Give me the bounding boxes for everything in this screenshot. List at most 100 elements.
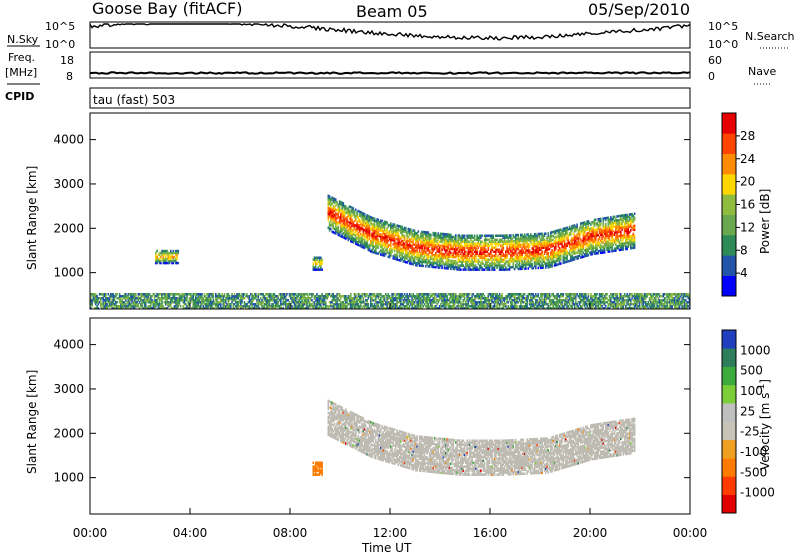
- power-cell: [501, 260, 503, 263]
- power-cell: [267, 301, 270, 304]
- power-cell: [317, 297, 320, 300]
- power-cell: [361, 219, 363, 223]
- power-cell: [178, 295, 181, 298]
- power-cell: [320, 266, 322, 269]
- power-cell: [470, 254, 472, 257]
- power-cell: [528, 245, 531, 248]
- power-cell: [97, 303, 100, 306]
- power-cell: [572, 250, 575, 253]
- power-cell: [490, 234, 492, 237]
- power-cell: [377, 230, 380, 234]
- power-cell: [348, 301, 351, 304]
- power-cell: [576, 245, 578, 248]
- power-cell: [311, 299, 313, 302]
- power-cell: [177, 251, 180, 255]
- power-cell: [105, 297, 107, 300]
- power-cell: [336, 228, 338, 232]
- power-cell: [407, 229, 410, 233]
- power-cell: [581, 249, 583, 253]
- power-cell: [123, 295, 126, 298]
- power-cell: [380, 233, 382, 236]
- power-cell: [343, 232, 346, 236]
- power-cell: [417, 260, 420, 263]
- power-cell: [550, 257, 552, 260]
- power-cell: [241, 299, 243, 302]
- power-cell: [437, 232, 440, 235]
- power-cell: [621, 248, 623, 251]
- power-cell: [236, 303, 238, 306]
- power-cell: [380, 245, 382, 248]
- power-cell: [351, 301, 353, 304]
- power-cell: [588, 237, 591, 241]
- power-cell: [506, 254, 508, 257]
- power-cell: [208, 295, 211, 298]
- power-cell: [463, 252, 466, 255]
- power-cell: [625, 237, 627, 241]
- power-cell: [592, 232, 595, 236]
- power-cell: [535, 258, 537, 262]
- power-cell: [560, 258, 562, 261]
- nsky-panel: [89, 21, 691, 49]
- power-cell: [396, 256, 398, 259]
- power-cell: [351, 230, 353, 233]
- power-cell: [113, 295, 116, 298]
- power-cell: [507, 240, 510, 243]
- power-cell: [561, 240, 563, 243]
- power-cell: [520, 257, 522, 261]
- power-cell: [446, 255, 448, 258]
- power-cell: [588, 245, 591, 249]
- power-cell: [566, 252, 568, 255]
- power-cell: [625, 213, 627, 217]
- power-cell: [102, 303, 105, 306]
- power-cell: [353, 215, 356, 219]
- power-cell: [346, 230, 348, 233]
- power-cell: [382, 301, 385, 304]
- power-cell: [455, 254, 457, 257]
- power-cell: [495, 244, 497, 247]
- power-cell: [495, 248, 497, 251]
- power-cell: [525, 249, 527, 252]
- power-cell: [590, 253, 592, 256]
- power-cell: [567, 238, 570, 241]
- power-cell: [355, 293, 357, 296]
- power-cell: [503, 254, 506, 257]
- power-cell: [348, 211, 351, 214]
- power-cell: [432, 259, 435, 263]
- power-cell: [562, 231, 565, 235]
- power-cell: [633, 218, 636, 221]
- power-cell: [576, 237, 578, 240]
- power-cell: [353, 223, 356, 227]
- power-cell: [566, 228, 568, 231]
- power-cell: [227, 305, 230, 308]
- power-cell: [357, 233, 360, 237]
- power-cell: [135, 299, 137, 302]
- power-cell: [580, 248, 582, 251]
- power-cell: [558, 242, 561, 246]
- power-cell: [580, 226, 582, 229]
- power-cell: [551, 263, 553, 266]
- power-cell: [116, 305, 118, 308]
- power-cell: [341, 295, 343, 298]
- power-cell: [388, 255, 391, 259]
- power-cell: [386, 297, 388, 300]
- power-cell: [356, 303, 358, 306]
- power-cell: [360, 297, 362, 300]
- power-cell: [346, 299, 348, 302]
- power-cell: [553, 242, 556, 245]
- power-cell: [385, 232, 387, 236]
- power-cell: [182, 301, 185, 304]
- power-cell: [338, 293, 341, 296]
- power-cell: [101, 307, 103, 310]
- power-cell: [401, 297, 403, 300]
- power-cell: [190, 299, 192, 302]
- power-cell: [272, 303, 275, 306]
- power-cell: [328, 223, 331, 226]
- power-cell: [458, 260, 461, 263]
- power-cell: [163, 251, 166, 255]
- power-cell: [598, 237, 601, 241]
- power-cell: [605, 216, 607, 220]
- power-cell: [632, 224, 635, 228]
- power-cell: [455, 256, 457, 259]
- power-cell: [558, 254, 561, 258]
- power-cell: [140, 295, 142, 298]
